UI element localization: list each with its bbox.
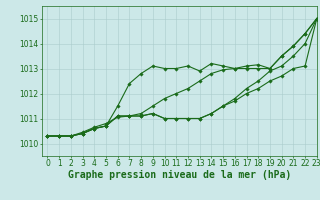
X-axis label: Graphe pression niveau de la mer (hPa): Graphe pression niveau de la mer (hPa) (68, 170, 291, 180)
